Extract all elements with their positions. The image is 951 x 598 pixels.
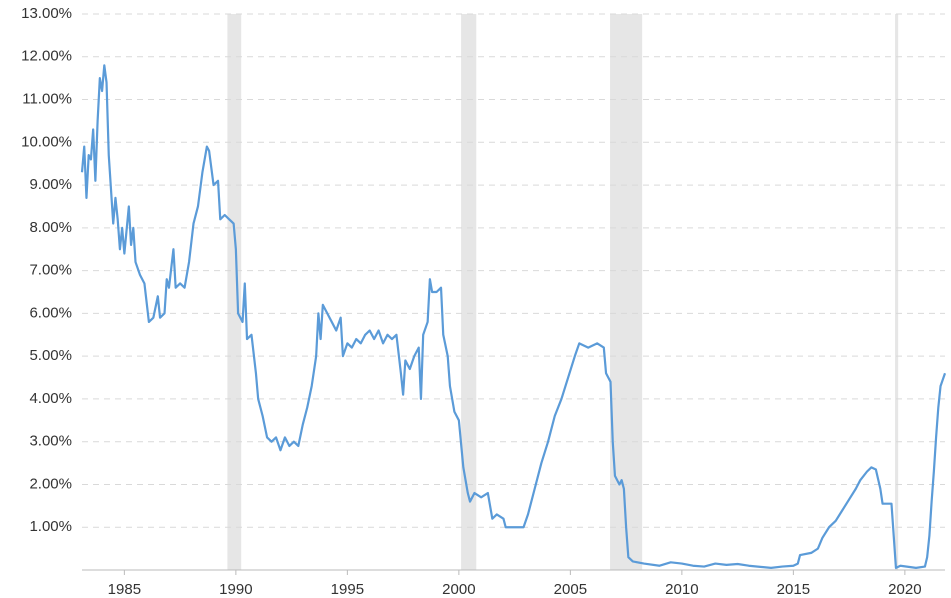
y-tick-label: 13.00% — [21, 5, 72, 22]
x-tick-label: 2020 — [888, 581, 921, 598]
x-tick-label: 2005 — [554, 581, 587, 598]
recession-band — [895, 14, 899, 570]
y-tick-label: 11.00% — [22, 91, 72, 108]
y-tick-label: 6.00% — [29, 304, 72, 321]
y-tick-label: 7.00% — [29, 262, 72, 279]
recession-band — [227, 14, 242, 570]
y-tick-label: 10.00% — [21, 133, 72, 150]
y-tick-label: 12.00% — [21, 48, 72, 65]
y-tick-label: 4.00% — [29, 390, 72, 407]
y-tick-label: 5.00% — [29, 347, 72, 364]
x-tick-label: 2010 — [665, 581, 698, 598]
x-tick-label: 1985 — [108, 581, 141, 598]
x-tick-label: 1990 — [219, 581, 252, 598]
data-line — [80, 64, 947, 569]
y-tick-label: 8.00% — [29, 219, 72, 236]
y-tick-label: 9.00% — [29, 176, 72, 193]
recession-band — [610, 14, 643, 570]
y-tick-label: 1.00% — [29, 518, 72, 535]
y-tick-label: 3.00% — [29, 433, 72, 450]
recession-band — [461, 14, 477, 570]
x-tick-label: 2000 — [442, 581, 475, 598]
x-tick-label: 1995 — [331, 581, 364, 598]
x-tick-label: 2015 — [777, 581, 810, 598]
y-tick-label: 2.00% — [29, 475, 72, 492]
